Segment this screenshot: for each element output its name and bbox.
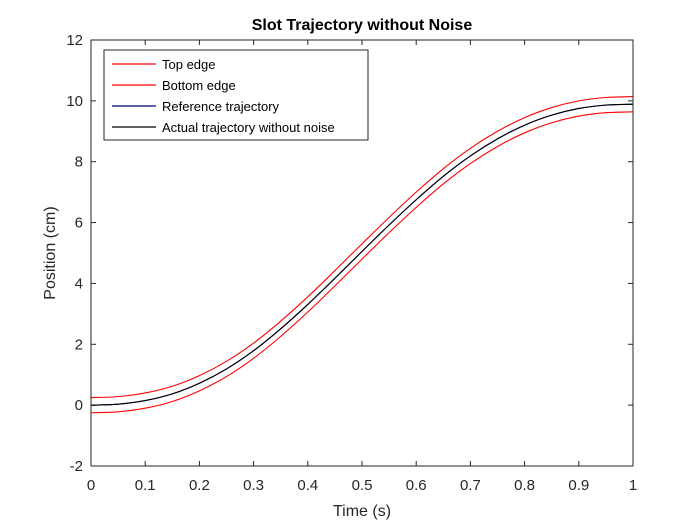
x-tick-label: 0.1 xyxy=(135,477,156,494)
series-lines xyxy=(90,96,634,414)
legend-label: Bottom edge xyxy=(162,78,236,93)
x-tick-label: 0.2 xyxy=(189,477,210,494)
x-tick-label: 0 xyxy=(87,477,95,494)
x-tick-label: 0.9 xyxy=(568,477,589,494)
x-tick-label: 0.6 xyxy=(406,477,427,494)
legend: Top edge Bottom edge Reference trajectory A… xyxy=(103,49,369,141)
y-tick-label: 12 xyxy=(66,32,83,49)
x-axis-label: Time (s) xyxy=(333,503,391,520)
x-tick-label: 1 xyxy=(629,477,637,494)
legend-label: Reference trajectory xyxy=(162,99,280,114)
y-tick-label: 0 xyxy=(75,397,83,414)
x-tick-label: 0.8 xyxy=(514,477,535,494)
series-line-bottom-edge xyxy=(90,111,634,414)
series-line-actual xyxy=(90,103,634,406)
y-tick-label: 4 xyxy=(75,275,83,292)
y-tick-label: -2 xyxy=(70,458,83,475)
x-tick-label: 0.7 xyxy=(460,477,481,494)
y-tick-label: 8 xyxy=(75,154,83,171)
x-tick-label: 0.5 xyxy=(352,477,373,494)
x-tick-label: 0.3 xyxy=(243,477,264,494)
legend-label: Actual trajectory without noise xyxy=(162,120,335,135)
chart-title: Slot Trajectory without Noise xyxy=(252,17,473,34)
y-tick-label: 2 xyxy=(75,336,83,353)
legend-label: Top edge xyxy=(162,57,216,72)
legend-box xyxy=(103,49,369,141)
y-axis-label: Position (cm) xyxy=(42,206,59,299)
series-line-top-edge xyxy=(90,96,634,399)
axes-box xyxy=(90,39,634,467)
y-tick-label: 10 xyxy=(66,93,83,110)
x-tick-label: 0.4 xyxy=(297,477,318,494)
y-tick-label: 6 xyxy=(75,215,83,232)
